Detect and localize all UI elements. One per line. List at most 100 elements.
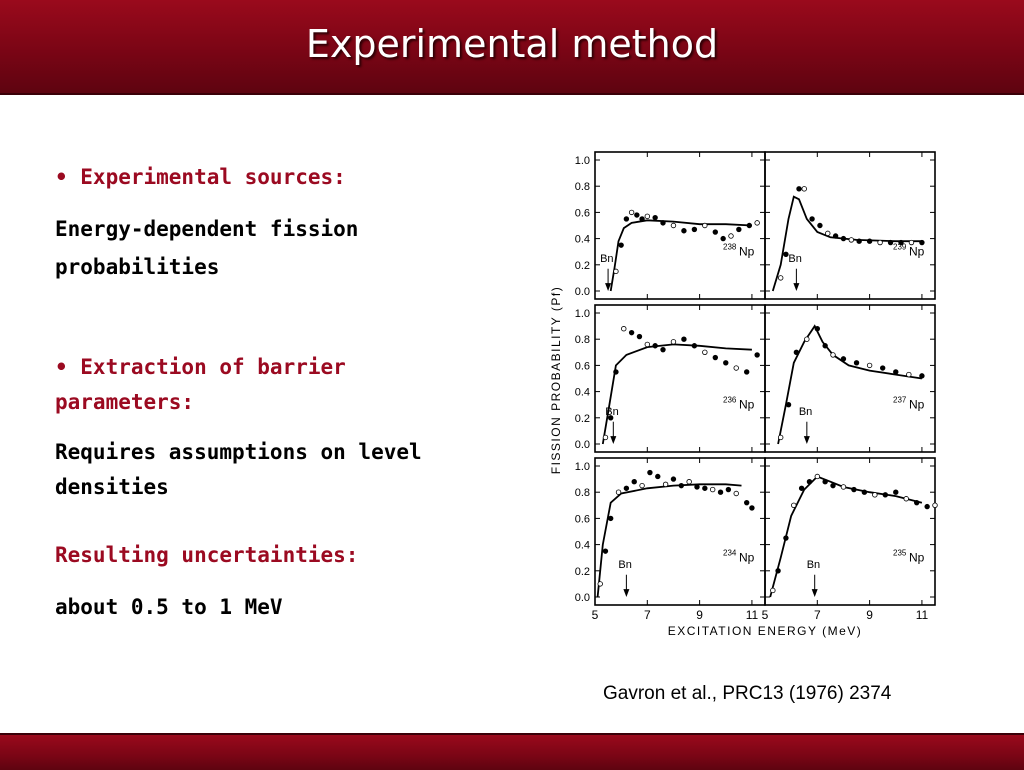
data-point [932,502,938,508]
data-point [840,235,847,242]
bullet-2-body-line-1: Requires assumptions on level [55,440,422,464]
y-tick-label: 0.8 [575,334,590,346]
data-point [814,326,821,332]
data-point [647,469,653,476]
bn-arrow-head [623,589,630,597]
data-point [887,239,894,246]
data-point [749,505,755,511]
data-point [636,333,643,340]
data-point [817,222,823,229]
data-point [631,479,637,485]
data-point [754,220,760,226]
data-point [712,354,719,361]
data-point [856,238,862,244]
theory-curve-234Np [596,483,742,598]
data-point [743,369,750,375]
data-point [793,349,800,355]
panel-frame-234Np [594,457,766,606]
x-tick-label: 9 [696,608,703,622]
data-point [670,476,677,482]
nucleus-mass: 234 [723,549,737,558]
data-point [806,479,813,485]
data-point [801,186,807,192]
data-point [652,214,658,221]
data-point [736,226,742,233]
nucleus-element: Np [909,398,925,412]
y-tick-label: 0.4 [575,234,590,246]
bn-label: Bn [605,406,618,418]
bullet-1-body-line-1: Energy-dependent fission [55,217,359,241]
bullet-2-heading-line-2: parameters: [55,390,195,414]
data-point [822,343,828,349]
data-point [623,485,630,491]
y-tick-label: 0.2 [575,260,590,272]
data-point [702,485,708,491]
theory-curve-237Np [777,324,923,445]
x-tick-label: 7 [644,608,651,622]
data-point [861,489,868,495]
data-point [777,434,784,441]
bn-arrow-head [793,283,800,291]
nucleus-mass: 238 [723,243,737,252]
data-point [602,434,609,441]
data-point [866,238,873,244]
data-point [903,496,909,502]
data-point [686,479,692,485]
data-point [882,492,889,498]
uncertainty-value: about 0.5 to 1 MeV [55,595,283,619]
data-point [919,239,925,246]
data-point [702,349,708,355]
data-point [652,343,658,349]
data-point [893,489,899,495]
data-point [615,489,622,495]
bn-label: Bn [807,559,820,571]
bn-arrow-head [803,436,810,444]
y-tick-label: 0.8 [575,487,590,499]
data-point [877,239,883,246]
data-point [832,233,839,239]
data-point [777,275,784,281]
data-point [830,482,836,489]
data-point [733,490,739,497]
theory-curve-236Np [601,343,752,445]
citation: Gavron et al., PRC13 (1976) 2374 [603,683,892,704]
nucleus-mass: 236 [723,396,737,405]
bn-label: Bn [618,559,631,571]
bn-arrow-head [605,283,612,291]
data-point [717,489,724,495]
data-point [618,242,624,248]
y-tick-label: 0.8 [575,181,590,193]
data-point [670,339,677,345]
data-point [783,251,789,258]
nucleus-element: Np [909,551,925,565]
data-point [639,216,645,222]
data-point [720,235,726,242]
data-point [840,356,847,362]
data-point [621,326,627,332]
data-point [840,484,847,490]
data-point [908,239,915,246]
theory-curve-238Np [609,219,752,292]
data-point [743,499,750,506]
data-point [848,237,855,243]
nucleus-element: Np [739,398,755,412]
data-point [691,343,698,349]
y-tick-label: 0.6 [575,360,590,372]
data-point [733,365,739,371]
uncertainty-heading: Resulting uncertainties: [55,543,359,567]
y-tick-label: 1.0 [575,308,590,320]
data-point [694,484,700,490]
y-tick-label: 0.4 [575,540,590,552]
data-point [754,352,760,358]
data-point [681,336,687,342]
data-point [660,346,666,353]
data-point [634,212,640,218]
bn-label: Bn [600,253,613,265]
data-point [607,415,614,421]
data-point [728,233,734,239]
bn-label: Bn [799,406,812,418]
data-point [644,213,651,220]
data-point [853,360,860,366]
data-point [644,341,651,348]
nucleus-element: Np [739,551,755,565]
